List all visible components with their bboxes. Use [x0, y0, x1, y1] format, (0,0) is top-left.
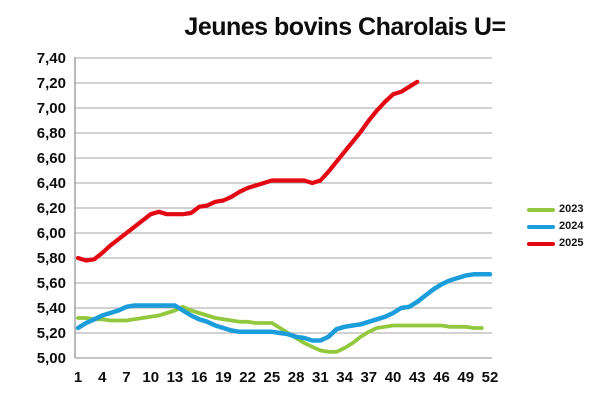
y-tick-label: 6,40 — [37, 175, 66, 192]
y-tick-label: 6,00 — [37, 225, 66, 242]
series-line-2025 — [75, 79, 420, 263]
x-tick-label: 10 — [142, 369, 159, 386]
y-tick-label: 6,20 — [37, 200, 66, 217]
legend: 2023 2024 2025 — [527, 201, 599, 252]
y-tick-label: 5,20 — [37, 325, 66, 342]
legend-item-2025: 2025 — [527, 235, 599, 252]
x-tick-label: 37 — [360, 369, 377, 386]
x-tick-label: 1 — [74, 369, 82, 386]
x-tick-label: 13 — [167, 369, 184, 386]
series-line-2023 — [76, 304, 484, 354]
x-tick-label: 52 — [482, 369, 499, 386]
x-tick-label: 46 — [433, 369, 450, 386]
legend-swatch-2025 — [527, 241, 555, 246]
legend-label-2025: 2025 — [559, 237, 584, 249]
y-tick-label: 5,60 — [37, 275, 66, 292]
x-tick-label: 49 — [457, 369, 474, 386]
y-tick-label: 5,40 — [37, 300, 66, 317]
y-tick-label: 6,80 — [37, 125, 66, 142]
legend-swatch-2023 — [527, 207, 555, 212]
y-tick-label: 7,40 — [37, 50, 66, 67]
legend-item-2023: 2023 — [527, 201, 599, 218]
x-tick-label: 7 — [122, 369, 130, 386]
y-tick-label: 6,60 — [37, 150, 66, 167]
x-tick-label: 25 — [264, 369, 281, 386]
series-line-2024 — [75, 272, 493, 343]
legend-swatch-2024 — [527, 224, 555, 229]
x-tick-label: 43 — [409, 369, 426, 386]
x-tick-label: 4 — [98, 369, 107, 386]
x-tick-label: 34 — [336, 369, 353, 386]
x-tick-label: 22 — [239, 369, 256, 386]
legend-label-2024: 2024 — [559, 220, 584, 232]
chart-title: Jeunes bovins Charolais U= — [184, 13, 506, 41]
y-tick-label: 5,00 — [37, 350, 66, 367]
legend-item-2024: 2024 — [527, 218, 599, 235]
y-tick-label: 7,00 — [37, 100, 66, 117]
y-tick-label: 5,80 — [37, 250, 66, 267]
x-tick-label: 19 — [215, 369, 232, 386]
x-tick-label: 16 — [191, 369, 208, 386]
y-tick-label: 7,20 — [37, 75, 66, 92]
x-tick-label: 28 — [288, 369, 305, 386]
x-tick-label: 31 — [312, 369, 329, 386]
x-tick-label: 40 — [385, 369, 402, 386]
legend-label-2023: 2023 — [559, 203, 584, 215]
